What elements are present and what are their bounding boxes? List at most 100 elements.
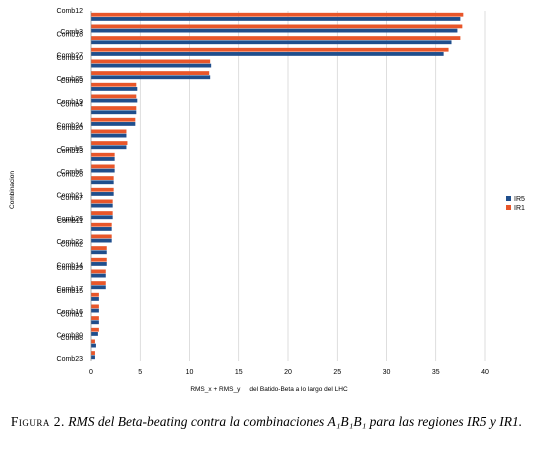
x-tick-label: 10	[186, 369, 194, 376]
y-tick-label: Comb17	[57, 286, 84, 293]
y-tick-label: Comb12	[57, 8, 84, 15]
bar-ir1-comb13	[91, 152, 115, 157]
bar-ir1-comb5	[91, 141, 128, 145]
legend-label-ir1: IR1	[514, 205, 525, 212]
y-tick-label: Comb23	[57, 356, 84, 363]
legend-swatch-ir5	[506, 196, 511, 201]
bar-ir1-comb4	[91, 106, 137, 110]
bar-ir5-comb18	[91, 40, 452, 45]
legend-swatch-ir1	[506, 205, 511, 210]
bar-ir5-comb9	[91, 87, 138, 91]
y-tick-label: Comb14	[57, 262, 84, 269]
y-tick-label: Comb30	[57, 332, 84, 339]
bar-ir5-comb20	[91, 133, 127, 138]
y-tick-label: Comb22	[57, 239, 84, 246]
y-axis-title: Combinacion	[9, 171, 16, 209]
bar-ir5-comb8	[91, 343, 96, 348]
y-tick-label: Comb29	[57, 265, 84, 272]
y-tick-label: Comb15	[57, 288, 84, 295]
bar-ir1-comb18	[91, 36, 461, 40]
y-tick-label: Comb21	[57, 192, 84, 199]
y-tick-label: Comb6	[60, 169, 83, 176]
bar-ir5-comb28	[91, 180, 114, 185]
bar-ir1-comb6	[91, 164, 115, 169]
y-tick-label: Comb20	[57, 125, 84, 132]
caption-text: RMS del Beta-beating contra la combinaci…	[68, 414, 523, 429]
y-tick-label: Comb9	[60, 78, 83, 85]
bar-ir1-comb7	[91, 199, 113, 204]
bar-ir5-comb4	[91, 110, 137, 115]
y-tick-label: Comb11	[57, 218, 83, 225]
x-tick-label: 35	[432, 369, 440, 376]
y-tick-label: Comb25	[57, 76, 84, 83]
y-tick-label: Comb10	[57, 55, 84, 62]
bar-ir5-comb2	[91, 250, 107, 255]
x-tick-label: 30	[383, 369, 391, 376]
bar-ir1-comb25	[91, 71, 210, 75]
bar-ir5-comb25	[91, 75, 211, 80]
y-tick-label: Comb3	[60, 29, 83, 36]
figure-caption: Figura 2. RMS del Beta-beating contra la…	[0, 413, 533, 431]
bar-ir5-comb13	[91, 157, 115, 161]
y-tick-label: Comb24	[57, 122, 84, 129]
gridlines	[90, 11, 486, 361]
bar-ir1-comb19	[91, 94, 137, 99]
legend-label-ir5: IR5	[514, 196, 525, 203]
y-tick-label: Comb4	[60, 102, 83, 109]
bar-ir1-comb23	[91, 351, 95, 355]
caption-label: Figura 2.	[10, 414, 65, 429]
bar-ir5-comb30	[91, 332, 98, 336]
x-tick-label: 5	[138, 369, 142, 376]
bar-ir5-comb11	[91, 227, 112, 231]
bar-ir1-comb8	[91, 339, 95, 344]
bar-ir1-comb28	[91, 176, 114, 180]
bar-ir1-comb17	[91, 281, 106, 285]
bar-ir1-comb11	[91, 222, 112, 227]
bar-ir1-comb21	[91, 187, 114, 192]
bar-ir5-comb15	[91, 297, 99, 301]
bar-ir5-comb26	[91, 215, 113, 220]
bar-ir1-comb26	[91, 211, 113, 215]
bar-ir1-comb15	[91, 292, 99, 297]
x-tick-label: 20	[284, 369, 292, 376]
bar-ir1-comb29	[91, 269, 106, 274]
x-axis-title: RMS_x + RMS_y del Batido-Beta a lo largo…	[190, 386, 348, 393]
bar-ir5-comb12	[91, 17, 461, 21]
bar-ir5-comb1	[91, 320, 99, 325]
bar-ir1-comb14	[91, 257, 107, 262]
y-tick-label: Comb5	[60, 146, 83, 153]
bar-ir1-comb2	[91, 246, 107, 250]
bars	[91, 12, 464, 360]
x-tick-label: 40	[481, 369, 489, 376]
bar-ir5-comb5	[91, 145, 127, 150]
y-tick-label: Comb27	[57, 52, 84, 59]
bar-ir1-comb24	[91, 117, 136, 122]
bar-ir5-comb6	[91, 168, 115, 173]
bar-ir1-comb22	[91, 234, 112, 239]
bar-ir5-comb16	[91, 308, 99, 313]
bar-ir5-comb27	[91, 52, 444, 56]
y-tick-label: Comb26	[57, 216, 84, 223]
x-tick-label: 0	[89, 369, 93, 376]
y-tick-label: Comb1	[60, 312, 83, 319]
bar-ir5-comb17	[91, 285, 106, 290]
y-tick-label: Comb18	[57, 32, 84, 39]
y-tick-label: Comb8	[60, 335, 83, 342]
bar-ir1-comb12	[91, 12, 464, 17]
bar-ir5-comb7	[91, 203, 113, 208]
bar-ir5-comb10	[91, 63, 212, 68]
y-tick-label: Comb13	[57, 148, 84, 155]
bar-ir5-comb3	[91, 28, 458, 33]
y-tick-label: Comb2	[60, 242, 83, 249]
bar-ir1-comb20	[91, 129, 127, 134]
x-tick-label: 25	[333, 369, 341, 376]
bar-ir1-comb1	[91, 316, 99, 320]
x-tick-label: 15	[235, 369, 243, 376]
bar-ir1-comb10	[91, 59, 211, 64]
bar-ir5-comb24	[91, 122, 136, 126]
bar-chart: Comb12Comb3Comb18Comb27Comb10Comb25Comb9…	[9, 8, 525, 393]
bar-ir5-comb21	[91, 192, 114, 196]
y-tick-label: Comb7	[60, 195, 83, 202]
bar-ir1-comb3	[91, 24, 463, 29]
bar-ir1-comb16	[91, 304, 99, 309]
